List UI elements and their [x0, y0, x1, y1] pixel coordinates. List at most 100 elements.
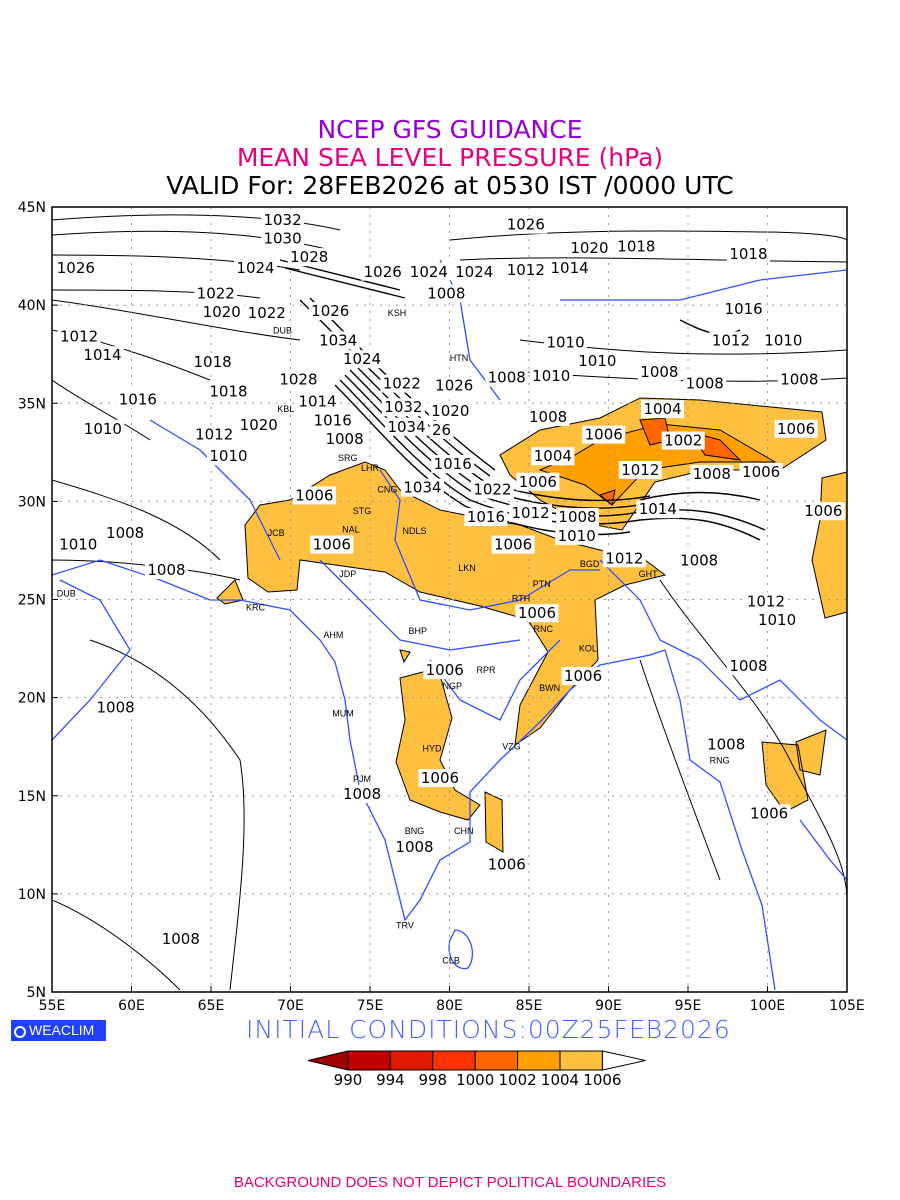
svg-text:1024: 1024 — [455, 263, 493, 281]
svg-text:1006: 1006 — [295, 486, 333, 504]
svg-text:1022: 1022 — [248, 304, 286, 322]
svg-text:1008: 1008 — [558, 508, 596, 526]
contour-label: 1034 — [316, 331, 360, 350]
contour-label: 1018 — [206, 382, 250, 401]
svg-text:1008: 1008 — [529, 408, 567, 426]
station-label-ght: GHT — [639, 569, 659, 579]
svg-text:1012: 1012 — [195, 426, 233, 444]
axis-ticks: 55E 60E 65E 70E 75E 80E 85E 90E 95E 100E 105E 5N 10N… — [18, 200, 865, 1014]
svg-text:1012: 1012 — [60, 328, 98, 346]
lat-tick-label: 20N — [18, 691, 46, 707]
contour-label: 1006 — [747, 804, 791, 823]
contour-label: 1022 — [380, 374, 424, 393]
contour-label: 1006 — [516, 472, 560, 491]
contour-label: 1012 — [709, 331, 753, 350]
station-label-bhp: BHP — [408, 626, 427, 636]
contour-label: 1010 — [761, 331, 805, 350]
footer-disclaimer: BACKGROUND DOES NOT DEPICT POLITICAL BOU… — [233, 1174, 667, 1191]
svg-text:1014: 1014 — [83, 346, 121, 364]
contour-label: 1010 — [529, 366, 573, 385]
contour-label: 1034 — [385, 417, 429, 436]
legend-swatch — [559, 1050, 603, 1071]
contour-label: 1012 — [192, 425, 236, 444]
svg-text:1018: 1018 — [209, 382, 247, 400]
contour-label: 1018 — [191, 353, 235, 372]
svg-text:1026: 1026 — [311, 302, 349, 320]
lon-tick-label: 70E — [277, 998, 304, 1014]
station-label-srg: SRG — [338, 453, 358, 463]
svg-text:1034: 1034 — [387, 418, 425, 436]
contour-label: 1006 — [423, 661, 467, 680]
contour-label: 1012 — [504, 260, 548, 279]
lon-tick-label: 100E — [750, 998, 786, 1014]
svg-text:1008: 1008 — [488, 369, 526, 387]
contour-label: 1026 — [432, 376, 476, 395]
station-label-nal: NAL — [342, 525, 360, 535]
station-label-trv: TRV — [396, 920, 414, 930]
contour-label: 1026 — [54, 258, 98, 277]
contour-label: 1008 — [323, 429, 367, 448]
contour-label: 1008 — [159, 930, 203, 949]
station-label-bgd: BGD — [580, 559, 600, 569]
weaclim-logo: WEACLIM — [11, 1020, 106, 1041]
contour-label: 1008 — [677, 551, 721, 570]
svg-text:1006: 1006 — [494, 536, 532, 554]
contour-label: 1012 — [509, 504, 553, 523]
legend-swatch — [474, 1050, 519, 1071]
station-label-hyd: HYD — [423, 744, 443, 754]
contour-label: 1016 — [116, 390, 160, 409]
station-label-rnc: RNC — [534, 624, 554, 634]
svg-text:1014: 1014 — [639, 500, 677, 518]
svg-text:1022: 1022 — [197, 284, 235, 302]
lon-tick-label: 75E — [357, 998, 384, 1014]
svg-text:1006: 1006 — [519, 473, 557, 491]
contour-label: 1010 — [56, 535, 100, 554]
contour-label: 1004 — [641, 400, 685, 419]
contour-label: 1018 — [726, 245, 770, 264]
svg-text:1010: 1010 — [532, 367, 570, 385]
svg-text:1006: 1006 — [804, 502, 842, 520]
lat-tick-label: 35N — [18, 396, 46, 412]
svg-text:1032: 1032 — [384, 398, 422, 416]
contour-label: 1012 — [744, 592, 788, 611]
lat-tick-label: 45N — [18, 200, 46, 216]
graticule — [52, 207, 847, 992]
title-parameter: MEAN SEA LEVEL PRESSURE (hPa) — [236, 143, 664, 172]
contour-label: 1032 — [381, 398, 425, 417]
contour-label: 26 — [429, 420, 454, 439]
svg-text:1006: 1006 — [488, 855, 526, 873]
lon-tick-label: 60E — [118, 998, 145, 1014]
legend-swatch — [517, 1050, 561, 1071]
legend-swatch — [389, 1050, 434, 1071]
contour-label: 1008 — [726, 657, 770, 676]
svg-text:1022: 1022 — [473, 481, 511, 499]
contour-label: 1014 — [548, 258, 592, 277]
svg-text:1008: 1008 — [97, 698, 135, 716]
svg-text:1010: 1010 — [546, 333, 584, 351]
svg-text:1010: 1010 — [209, 447, 247, 465]
contour-label: 1010 — [575, 352, 619, 371]
svg-text:1006: 1006 — [777, 420, 815, 438]
contour-label: 1028 — [287, 248, 331, 267]
svg-text:1020: 1020 — [203, 303, 241, 321]
svg-text:1008: 1008 — [640, 363, 678, 381]
svg-text:1006: 1006 — [426, 661, 464, 679]
station-label-dub: DUB — [57, 589, 76, 599]
lon-tick-label: 85E — [516, 998, 543, 1014]
contour-label: 1010 — [555, 526, 599, 545]
svg-text:1006: 1006 — [742, 463, 780, 481]
contour-label: 1022 — [194, 284, 238, 303]
contour-label: 1008 — [424, 284, 468, 303]
contour-label: 1006 — [739, 462, 783, 481]
svg-text:1008: 1008 — [680, 551, 718, 569]
station-label-pjm: PJM — [353, 774, 371, 784]
contour-label: 1010 — [206, 447, 250, 466]
contour-label: 1010 — [755, 611, 799, 630]
lon-tick-label: 65E — [198, 998, 225, 1014]
contour-label: 1004 — [531, 447, 575, 466]
contour-label: 1008 — [556, 508, 600, 527]
lon-tick-label: 105E — [829, 998, 865, 1014]
